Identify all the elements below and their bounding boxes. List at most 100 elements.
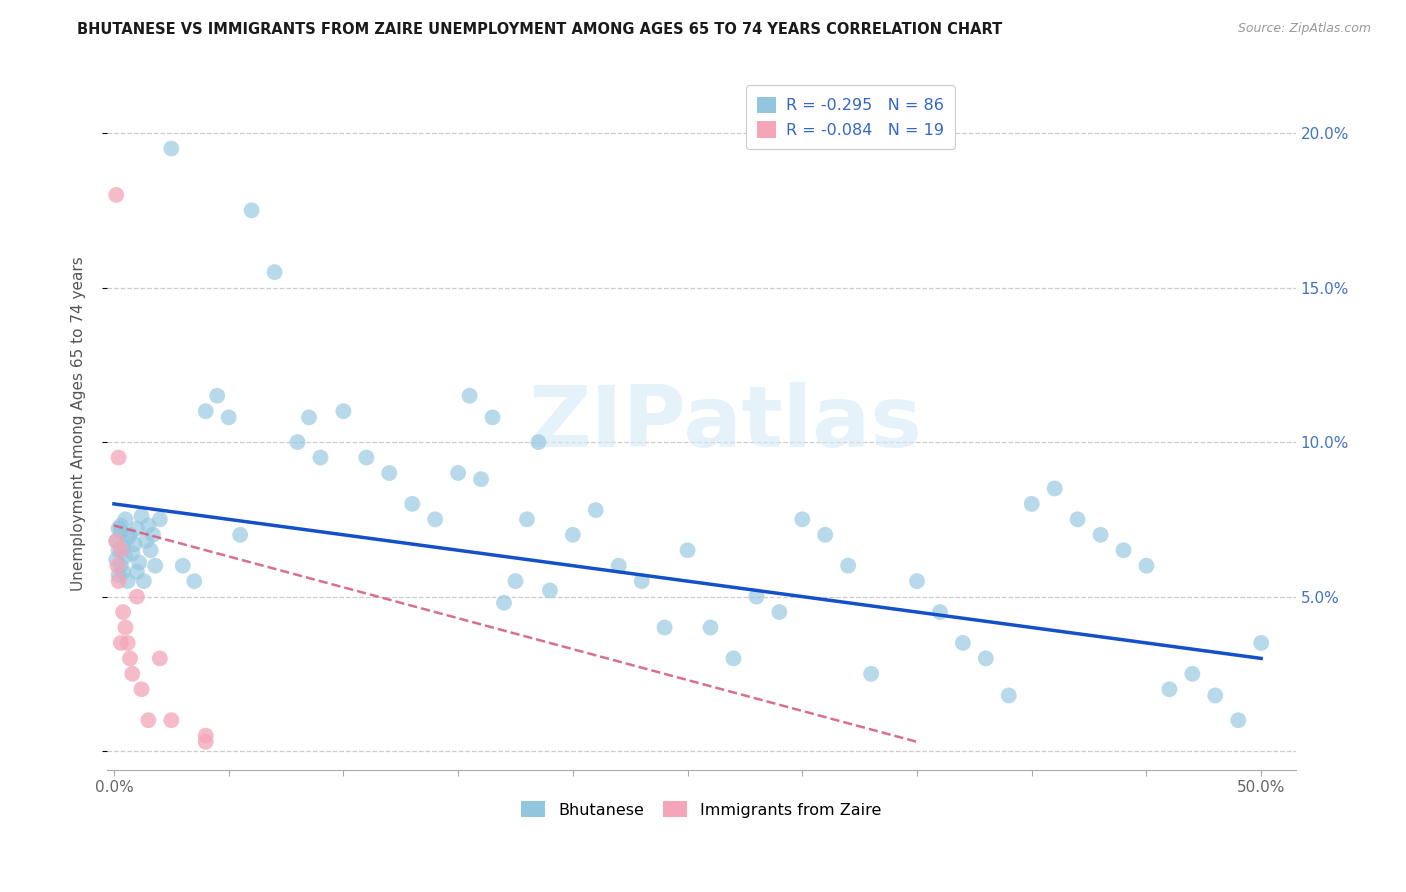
Point [1021, 497, 1043, 511]
Point [105, 552, 128, 566]
Point [699, 620, 721, 634]
Point [121, 546, 143, 560]
Point [1250, 636, 1272, 650]
Point [118, 651, 141, 665]
Point [160, 713, 183, 727]
Point [676, 543, 699, 558]
Point [125, 522, 148, 536]
Point [974, 651, 997, 665]
Point [107, 543, 129, 558]
Point [121, 666, 143, 681]
Point [117, 531, 139, 545]
Point [131, 509, 153, 524]
Point [1181, 666, 1204, 681]
Point [112, 605, 135, 619]
Point [218, 410, 240, 425]
Point [105, 533, 128, 548]
Point [905, 574, 928, 589]
Point [124, 537, 146, 551]
Y-axis label: Unemployment Among Ages 65 to 74 years: Unemployment Among Ages 65 to 74 years [72, 256, 86, 591]
Point [149, 651, 172, 665]
Point [142, 528, 165, 542]
Point [607, 558, 630, 573]
Point [538, 583, 561, 598]
Point [585, 503, 607, 517]
Point [378, 466, 401, 480]
Point [814, 528, 837, 542]
Point [110, 558, 132, 573]
Point [117, 574, 139, 589]
Point [952, 636, 974, 650]
Point [458, 389, 481, 403]
Point [110, 518, 132, 533]
Point [114, 620, 136, 634]
Point [470, 472, 492, 486]
Point [194, 729, 217, 743]
Point [194, 735, 217, 749]
Point [298, 410, 321, 425]
Point [135, 533, 157, 548]
Point [107, 568, 129, 582]
Point [929, 605, 952, 619]
Point [105, 187, 128, 202]
Point [356, 450, 378, 465]
Point [1043, 482, 1066, 496]
Point [309, 450, 332, 465]
Point [997, 689, 1019, 703]
Point [401, 497, 423, 511]
Point [332, 404, 354, 418]
Point [263, 265, 285, 279]
Point [107, 522, 129, 536]
Point [240, 203, 263, 218]
Point [117, 636, 139, 650]
Point [172, 558, 194, 573]
Point [229, 528, 252, 542]
Point [1135, 558, 1157, 573]
Point [492, 596, 515, 610]
Point [138, 713, 160, 727]
Point [837, 558, 859, 573]
Text: ZIPatlas: ZIPatlas [529, 382, 922, 465]
Point [160, 141, 183, 155]
Point [149, 512, 172, 526]
Point [138, 518, 160, 533]
Point [1066, 512, 1088, 526]
Point [447, 466, 470, 480]
Point [527, 435, 550, 450]
Text: BHUTANESE VS IMMIGRANTS FROM ZAIRE UNEMPLOYMENT AMONG AGES 65 TO 74 YEARS CORREL: BHUTANESE VS IMMIGRANTS FROM ZAIRE UNEMP… [77, 22, 1002, 37]
Point [112, 565, 135, 579]
Point [131, 682, 153, 697]
Point [481, 410, 503, 425]
Point [105, 533, 128, 548]
Point [1112, 543, 1135, 558]
Point [1204, 689, 1226, 703]
Point [183, 574, 205, 589]
Point [205, 389, 228, 403]
Point [1227, 713, 1250, 727]
Point [139, 543, 162, 558]
Point [1159, 682, 1181, 697]
Point [194, 404, 217, 418]
Point [768, 605, 790, 619]
Point [125, 590, 148, 604]
Point [125, 565, 148, 579]
Point [110, 636, 132, 650]
Point [792, 512, 814, 526]
Point [860, 666, 883, 681]
Point [114, 512, 136, 526]
Point [112, 540, 135, 554]
Point [118, 528, 141, 542]
Point [516, 512, 538, 526]
Point [107, 574, 129, 589]
Text: Source: ZipAtlas.com: Source: ZipAtlas.com [1237, 22, 1371, 36]
Point [110, 524, 132, 539]
Point [745, 590, 768, 604]
Point [132, 574, 155, 589]
Point [630, 574, 652, 589]
Point [128, 556, 150, 570]
Point [505, 574, 527, 589]
Point [114, 549, 136, 564]
Point [1090, 528, 1112, 542]
Point [107, 450, 129, 465]
Point [654, 620, 676, 634]
